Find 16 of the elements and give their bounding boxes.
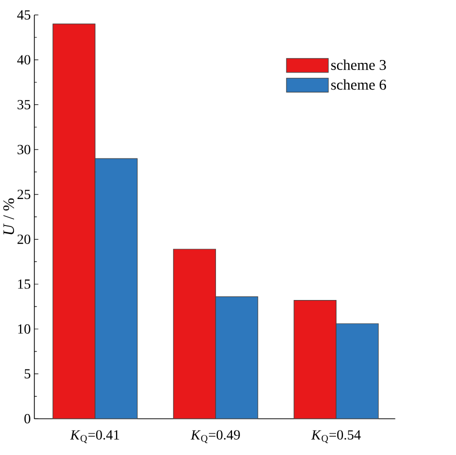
- legend-label: scheme 3: [331, 60, 386, 70]
- y-tick-label: 35: [18, 100, 30, 110]
- x-tick-label: K$_{Q}$=0.41: [70, 430, 120, 444]
- y-tick-label: 10: [18, 324, 30, 334]
- y-tick-label: 45: [17, 10, 30, 20]
- y-tick-label: 15: [18, 280, 30, 289]
- y-axis-title: U / %: [3, 198, 14, 235]
- y-tick-label: 0: [24, 414, 30, 424]
- x-tick-label: K$_{Q}$=0.49: [190, 430, 240, 444]
- y-tick-label: 20: [18, 234, 30, 244]
- legend-label: scheme 6: [331, 79, 386, 90]
- y-tick-label: 5: [24, 369, 30, 379]
- y-tick-label: 40: [17, 55, 30, 65]
- x-tick-label: K$_{Q}$=0.54: [311, 430, 361, 444]
- y-tick-label: 30: [18, 145, 30, 154]
- y-tick-label: 25: [18, 190, 30, 200]
